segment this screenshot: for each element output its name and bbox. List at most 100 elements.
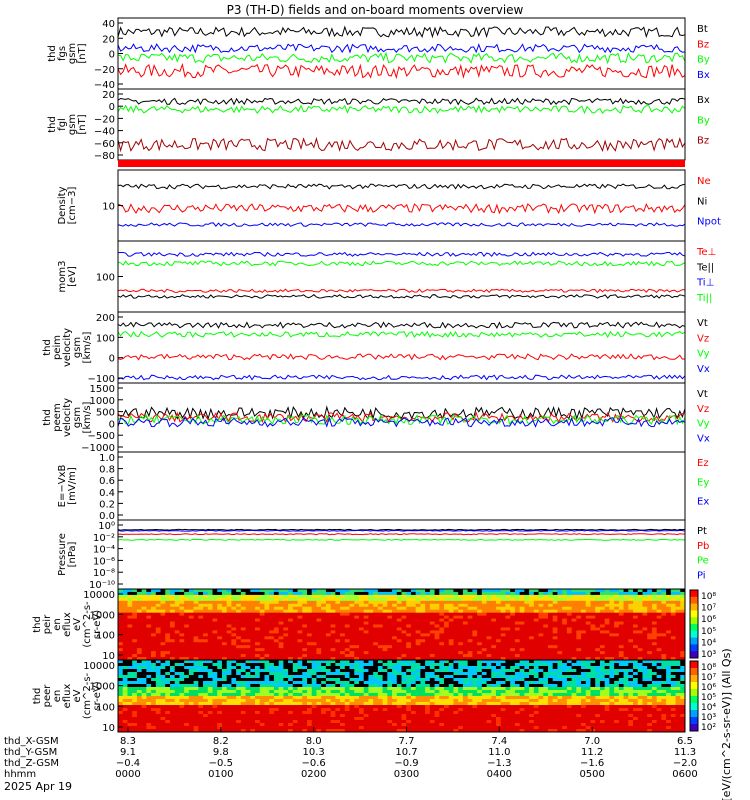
spectrogram-cell: [344, 589, 350, 593]
spectrogram-cell: [146, 699, 152, 703]
spectrogram-cell: [174, 633, 180, 637]
spectrogram-cell: [269, 705, 275, 709]
spectrogram-cell: [429, 657, 435, 661]
spectrogram-cell: [174, 669, 180, 673]
spectrogram-cell: [453, 591, 459, 596]
spectrogram-cell: [245, 639, 251, 643]
spectrogram-cell: [581, 612, 587, 617]
spectrogram-cell: [637, 597, 643, 602]
spectrogram-cell: [283, 651, 289, 655]
spectrogram-cell: [496, 636, 502, 640]
spectrogram-cell: [429, 603, 435, 608]
spectrogram-cell: [481, 675, 487, 679]
spectrogram-cell: [382, 639, 388, 643]
spectrogram-cell: [500, 589, 506, 593]
spectrogram-cell: [174, 594, 180, 599]
spectrogram-cell: [458, 612, 464, 617]
spectrogram-cell: [609, 666, 615, 670]
spectrogram-cell: [661, 603, 667, 608]
spectrogram-cell: [155, 684, 161, 688]
spectrogram-cell: [680, 687, 686, 691]
spectrogram-cell: [524, 654, 530, 658]
spectrogram-cell: [349, 624, 355, 628]
spectrogram-cell: [529, 624, 535, 628]
spectrogram-cell: [491, 669, 497, 673]
spectrogram-cell: [269, 681, 275, 685]
spectrogram-cell: [439, 639, 445, 643]
spectrogram-cell: [198, 648, 204, 652]
spectrogram-cell: [188, 606, 195, 611]
spectrogram-cell: [264, 669, 270, 673]
spectrogram-cell: [462, 591, 469, 596]
spectrogram-cell: [278, 621, 284, 625]
spectrogram-cell: [514, 684, 521, 688]
spectrogram-cell: [278, 663, 284, 667]
spectrogram-cell: [250, 648, 256, 652]
spectrogram-cell: [628, 669, 634, 673]
spectrogram-cell: [614, 693, 620, 697]
spectrogram-cell: [538, 651, 544, 655]
spectrogram-cell: [288, 678, 294, 682]
spectrogram-cell: [259, 606, 265, 611]
spectrogram-cell: [467, 627, 473, 631]
spectrogram-cell: [349, 675, 355, 679]
spectrogram-cell: [604, 594, 610, 599]
spectrogram-cell: [458, 684, 464, 688]
spectrogram-cell: [666, 657, 672, 661]
spectrogram-cell: [203, 705, 209, 709]
spectrogram-cell: [330, 699, 336, 703]
spectrogram-cell: [217, 603, 223, 608]
spectrogram-cell: [245, 612, 251, 617]
spectrogram-cell: [302, 639, 308, 643]
spectrogram-cell: [278, 639, 284, 643]
spectrogram-cell: [358, 681, 365, 685]
spectrogram-cell: [122, 630, 128, 634]
spectrogram-cell: [434, 594, 440, 599]
legend-Ex: Ex: [697, 497, 709, 508]
spectrogram-cell: [165, 693, 171, 697]
spectrogram-cell: [500, 651, 506, 655]
spectrogram-cell: [481, 591, 487, 596]
spectrogram-cell: [651, 699, 658, 703]
spectrogram-cell: [651, 621, 658, 625]
spectrogram-cell: [581, 591, 587, 596]
spectrogram-cell: [136, 669, 143, 673]
spectrogram-cell: [406, 642, 412, 646]
spectrogram-cell: [661, 589, 667, 593]
spectrogram-cell: [609, 684, 615, 688]
spectrogram-cell: [552, 675, 558, 679]
spectrogram-cell: [198, 594, 204, 599]
spectrogram-cell: [453, 642, 459, 646]
spectrogram-cell: [236, 606, 242, 611]
spectrogram-cell: [425, 705, 431, 709]
spectrogram-cell: [661, 666, 667, 670]
spectrogram-cell: [321, 630, 327, 634]
spectrogram-cell: [250, 675, 256, 679]
spectrogram-cell: [179, 666, 185, 670]
spectrogram-cell: [472, 645, 478, 649]
spectrogram-cell: [349, 651, 355, 655]
spectrogram-cell: [524, 702, 530, 706]
spectrogram-cell: [203, 618, 209, 622]
spectrogram-cell: [321, 702, 327, 706]
spectrogram-cell: [165, 639, 171, 643]
spectrogram-cell: [401, 627, 407, 631]
spectrogram-cell: [118, 589, 124, 593]
spectrogram-cell: [477, 657, 483, 661]
spectrogram-cell: [491, 672, 497, 676]
spectrogram-cell: [396, 609, 402, 614]
spectrogram-cell: [538, 603, 544, 608]
spectrogram-cell: [557, 642, 563, 646]
spectrogram-cell: [628, 702, 634, 706]
y-axis-label: thd: [32, 616, 43, 633]
spectrogram-cell: [585, 645, 591, 649]
spectrogram-cell: [349, 660, 355, 664]
spectrogram-cell: [581, 705, 587, 709]
spectrogram-cell: [245, 651, 251, 655]
spectrogram-cell: [538, 627, 544, 631]
spectrogram-cell: [420, 624, 426, 628]
spectrogram-cell: [330, 678, 336, 682]
spectrogram-cell: [519, 639, 525, 643]
spectrogram-cell: [264, 630, 270, 634]
spectrogram-cell: [325, 696, 332, 700]
